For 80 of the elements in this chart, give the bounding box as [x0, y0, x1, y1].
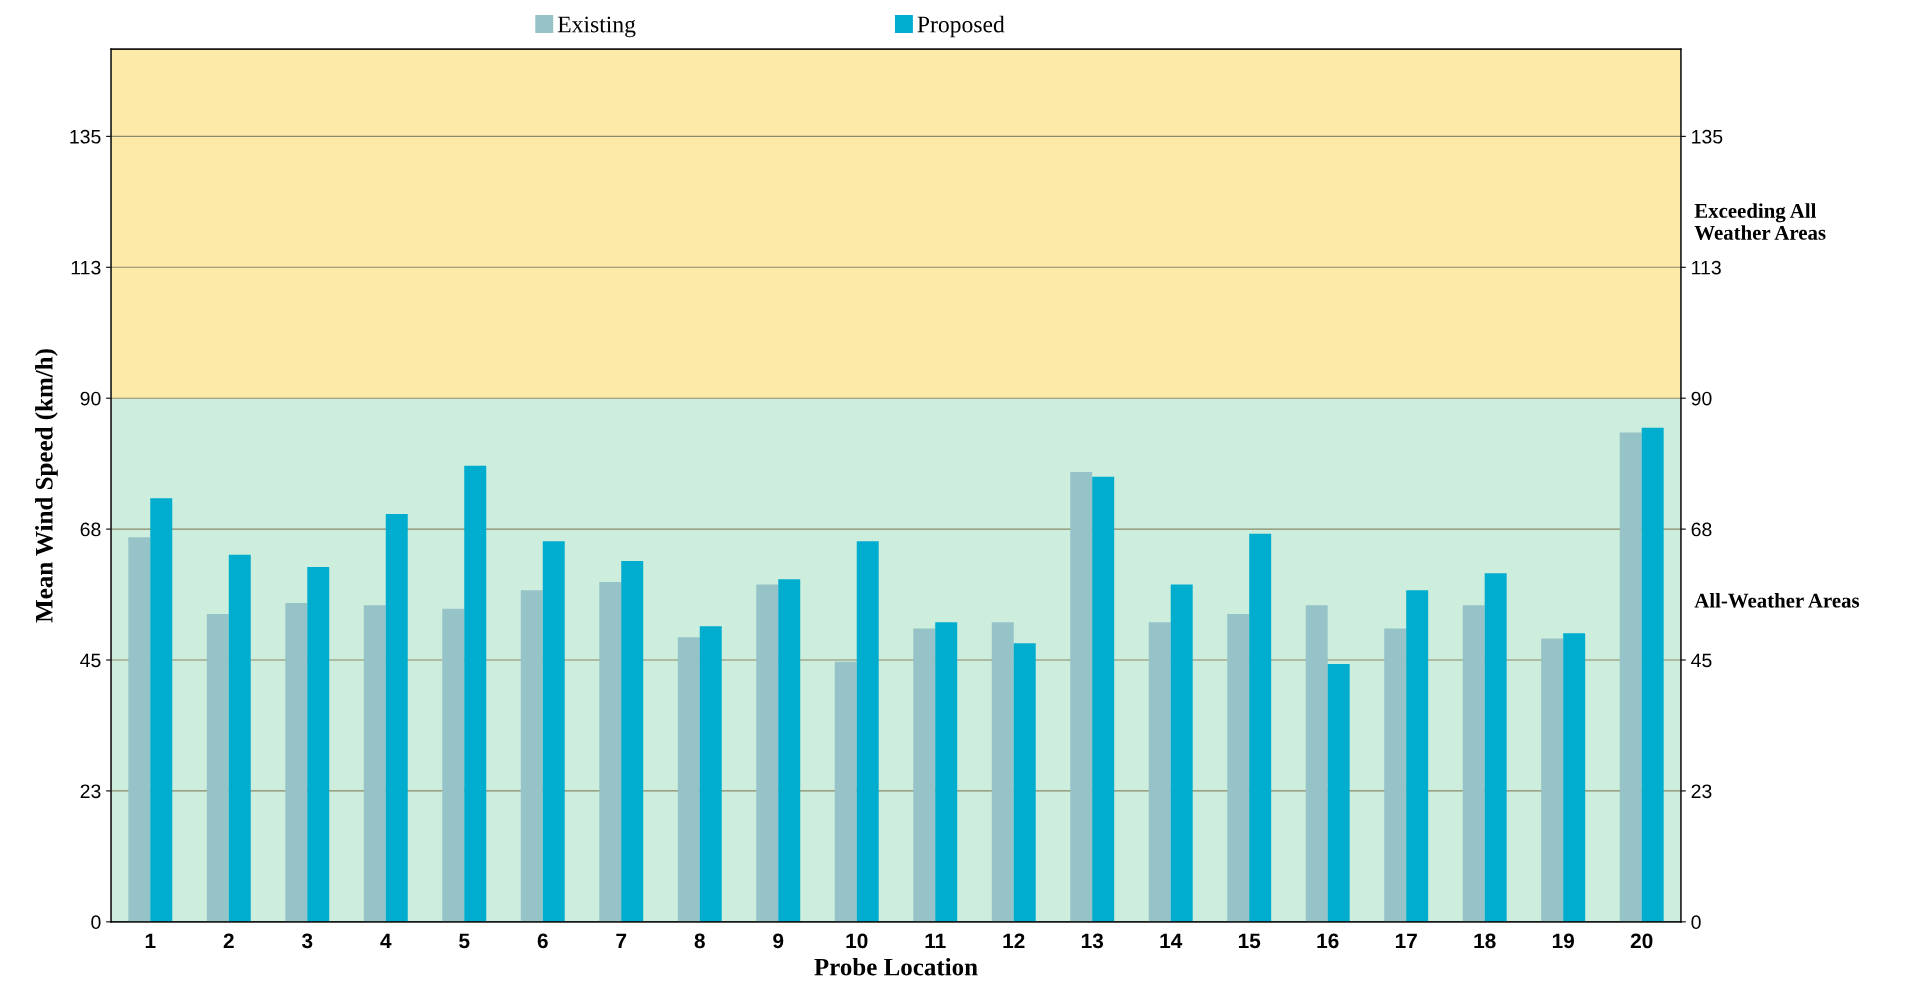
y-tick-label: 113: [71, 260, 101, 275]
bar: [599, 582, 622, 922]
bar: [1148, 622, 1171, 922]
bar: [1327, 664, 1350, 922]
y-axis-title: Mean Wind Speed (km/h): [35, 349, 58, 623]
bar: [991, 622, 1014, 922]
bar: [150, 498, 173, 922]
y-tick-label: 0: [91, 915, 101, 930]
bar: [307, 566, 330, 922]
bar: [1619, 432, 1642, 922]
bar: [1641, 427, 1664, 922]
x-tick-label: 17: [1395, 933, 1417, 949]
bar: [1070, 472, 1093, 922]
x-tick-label: 14: [1160, 933, 1183, 949]
x-tick-label: 19: [1552, 933, 1575, 949]
bar: [913, 628, 936, 922]
bar: [1305, 605, 1328, 922]
bar: [1013, 643, 1036, 922]
bar: [834, 661, 857, 922]
bar: [778, 579, 801, 922]
x-tick-label: 13: [1081, 933, 1104, 949]
x-tick-label: 4: [380, 933, 392, 949]
y2-tick-label: 68: [1691, 522, 1712, 537]
x-tick-label: 1: [145, 933, 156, 949]
y-tick-label: 68: [80, 522, 101, 537]
legend-label: Existing: [557, 16, 636, 38]
bar: [935, 622, 958, 922]
x-tick-label: 3: [301, 933, 313, 949]
x-tick-label: 20: [1630, 933, 1653, 949]
y-tick-label: 135: [70, 129, 101, 144]
bar: [1092, 476, 1115, 922]
bar: [442, 608, 465, 922]
bar: [1384, 628, 1407, 922]
bar: [1484, 573, 1507, 922]
bar: [1462, 605, 1485, 922]
x-tick-label: 9: [773, 933, 784, 949]
y2-tick-label: 135: [1692, 129, 1723, 144]
y2-tick-label: 23: [1691, 784, 1712, 799]
x-tick-label: 16: [1317, 933, 1339, 949]
legend-label: Proposed: [917, 15, 1005, 38]
bar: [856, 541, 879, 922]
band-label: Exceeding All Weather Areas: [1694, 203, 1826, 240]
bar: [464, 465, 487, 922]
y2-tick-label: 113: [1692, 260, 1721, 275]
bar: [699, 626, 722, 922]
x-tick-label: 2: [223, 933, 234, 949]
y-tick-label: 90: [80, 391, 101, 406]
bar: [520, 590, 543, 922]
band-label: All-Weather Areas: [1694, 592, 1860, 608]
bar: [1170, 584, 1193, 922]
y2-tick-label: 45: [1691, 653, 1712, 668]
x-tick-label: 7: [616, 933, 627, 949]
x-axis-title: Probe Location: [814, 957, 978, 976]
bar: [363, 605, 386, 922]
bar: [228, 554, 251, 922]
bar: [128, 537, 151, 922]
x-tick-label: 11: [925, 933, 946, 949]
y2-tick-label: 0: [1691, 915, 1701, 930]
bar: [756, 584, 779, 922]
x-tick-label: 6: [537, 933, 548, 949]
x-tick-label: 15: [1238, 933, 1261, 949]
x-tick-label: 8: [694, 933, 705, 949]
bar: [385, 513, 408, 922]
bar: [206, 614, 229, 922]
x-tick-label: 10: [846, 933, 868, 949]
y2-tick-label: 90: [1691, 391, 1712, 406]
bar: [1406, 590, 1429, 922]
x-tick-label: 12: [1003, 933, 1025, 949]
bar: [1563, 633, 1586, 922]
bar: [1541, 638, 1564, 922]
y-tick-label: 45: [80, 653, 101, 668]
y-tick-label: 23: [80, 784, 101, 799]
bar: [1227, 614, 1250, 922]
bar: [542, 541, 565, 922]
bar: [285, 603, 308, 922]
x-tick-label: 5: [459, 933, 470, 949]
x-tick-label: 18: [1474, 933, 1496, 949]
bar: [621, 561, 644, 922]
bar: [1249, 533, 1272, 922]
bar: [677, 637, 700, 922]
